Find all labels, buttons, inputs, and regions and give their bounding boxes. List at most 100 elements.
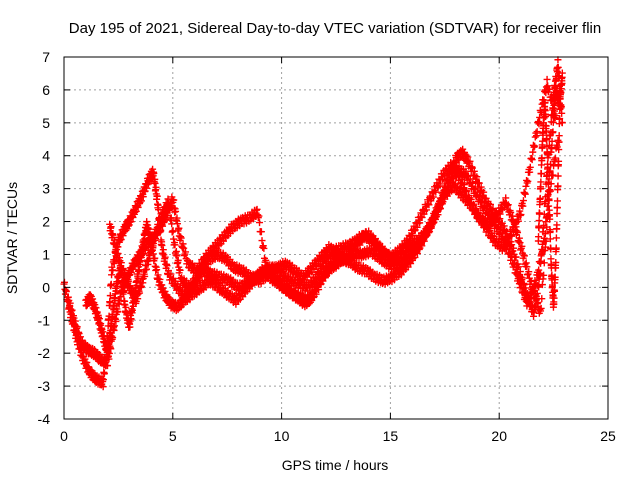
data-point: [148, 247, 156, 255]
data-point: [532, 280, 540, 288]
y-tick-label: -2: [38, 345, 51, 361]
data-point: [126, 323, 134, 331]
data-point: [356, 241, 364, 249]
data-point: [531, 142, 539, 150]
data-point: [139, 193, 147, 201]
data-point: [70, 314, 78, 322]
data-point: [416, 219, 424, 227]
data-point: [518, 274, 526, 282]
data-point: [549, 128, 557, 136]
data-point: [112, 317, 120, 325]
data-point: [111, 297, 119, 305]
data-point: [163, 262, 171, 270]
series-track-e: [534, 69, 566, 311]
data-point: [100, 332, 108, 340]
data-point: [129, 213, 137, 221]
data-point: [68, 306, 76, 314]
data-point: [551, 273, 559, 281]
data-point: [545, 187, 553, 195]
data-point: [527, 277, 535, 285]
chart-title: Day 195 of 2021, Sidereal Day-to-day VTE…: [69, 20, 601, 37]
data-point: [156, 275, 164, 283]
data-point: [143, 218, 151, 226]
y-tick-label: 3: [42, 181, 50, 197]
data-point: [108, 323, 116, 331]
data-point: [530, 287, 538, 295]
data-point: [542, 127, 550, 135]
data-point: [508, 252, 516, 260]
data-point: [161, 253, 169, 261]
data-point: [558, 69, 566, 77]
data-point: [508, 232, 516, 240]
data-point: [522, 182, 530, 190]
data-point: [174, 256, 182, 264]
data-point: [507, 208, 515, 216]
data-point: [182, 248, 190, 256]
data-point: [514, 217, 522, 225]
data-point: [516, 239, 524, 247]
data-point: [166, 205, 174, 213]
data-point: [146, 254, 154, 262]
data-point: [552, 258, 560, 266]
data-point: [158, 215, 166, 223]
data-point: [556, 105, 564, 113]
data-point: [539, 131, 547, 139]
data-point: [107, 223, 115, 231]
data-point: [413, 249, 421, 257]
data-point: [552, 244, 560, 252]
data-point: [555, 157, 563, 165]
data-point: [535, 233, 543, 241]
data-point: [546, 215, 554, 223]
data-point: [543, 150, 551, 158]
data-point: [127, 315, 135, 323]
data-point: [541, 98, 549, 106]
data-point: [545, 196, 553, 204]
data-point: [139, 246, 147, 254]
data-point: [558, 109, 566, 117]
data-points: [60, 56, 566, 391]
y-tick-label: 7: [42, 49, 50, 65]
data-point: [106, 292, 114, 300]
data-point: [551, 154, 559, 162]
data-point: [140, 238, 148, 246]
data-point: [75, 330, 83, 338]
data-point: [119, 265, 127, 273]
tick-labels: 0 5 10 15 20 25 -4 -3 -2 -1 0 1 2 3 4 5 6 7: [38, 49, 616, 444]
data-point: [105, 338, 113, 346]
data-point: [66, 299, 74, 307]
data-point: [137, 253, 145, 261]
data-point: [99, 383, 107, 391]
x-tick-label: 10: [274, 428, 290, 444]
data-point: [173, 252, 181, 260]
data-point: [100, 369, 108, 377]
data-point: [515, 273, 523, 281]
data-point: [554, 63, 562, 71]
data-point: [554, 182, 562, 190]
data-point: [543, 135, 551, 143]
y-tick-label: 2: [42, 214, 50, 230]
data-point: [537, 304, 545, 312]
data-point: [537, 185, 545, 193]
data-point: [135, 266, 143, 274]
data-point: [371, 236, 379, 244]
data-point: [536, 210, 544, 218]
data-point: [432, 188, 440, 196]
data-point: [520, 252, 528, 260]
data-point: [548, 96, 556, 104]
data-point: [109, 231, 117, 239]
data-point: [197, 270, 205, 278]
data-point: [143, 181, 151, 189]
data-point: [546, 85, 554, 93]
data-point: [454, 167, 462, 175]
data-point: [525, 298, 533, 306]
data-point: [526, 163, 534, 171]
data-point: [255, 212, 263, 220]
data-point: [114, 250, 122, 258]
grid-lines: [64, 57, 608, 419]
data-point: [519, 197, 527, 205]
data-point: [543, 75, 551, 83]
x-tick-label: 20: [491, 428, 507, 444]
data-point: [104, 362, 112, 370]
data-point: [144, 180, 152, 188]
